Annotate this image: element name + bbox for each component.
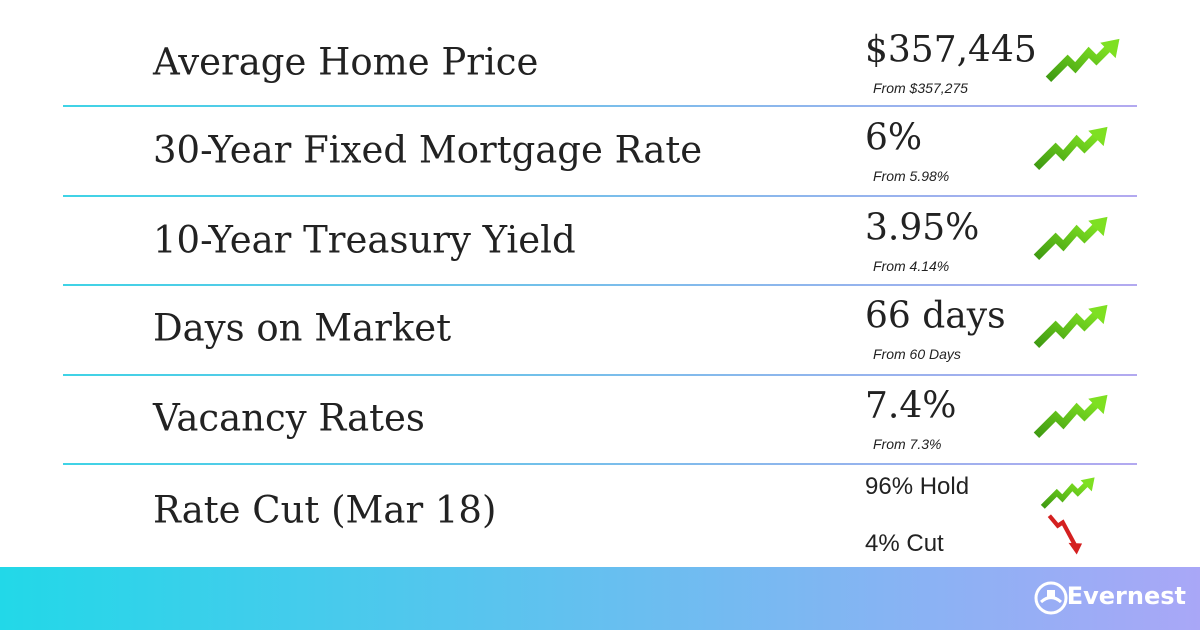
option: 96% Hold [865, 473, 970, 500]
row-from: From 60 Days [873, 346, 961, 362]
row-label: 10-Year Treasury Yield [153, 218, 576, 262]
up-arrow [1044, 37, 1122, 85]
up-arrow [1032, 125, 1110, 173]
option: 4% Cut [865, 530, 944, 557]
separator [63, 195, 1137, 197]
up-arrow [1032, 393, 1110, 441]
row-label: Vacancy Rates [153, 396, 425, 440]
row-label: Average Home Price [153, 40, 539, 84]
up-arrow [1040, 476, 1096, 511]
row-value: 3.95% [865, 207, 980, 249]
row-from: From 7.3% [873, 436, 942, 452]
up-arrow [1032, 215, 1110, 263]
separator [63, 463, 1137, 465]
row-label: 30-Year Fixed Mortgage Rate [153, 128, 703, 172]
row-from: From $357,275 [873, 80, 968, 96]
row-from: From 5.98% [873, 168, 950, 184]
brand: Evernest [1066, 582, 1186, 610]
row-value: 7.4% [865, 385, 957, 427]
row-value: 66 days [865, 295, 1006, 337]
row-label: Days on Market [153, 306, 452, 350]
separator [63, 105, 1137, 107]
row-value: $357,445 [865, 29, 1037, 71]
row-from: From 4.14% [873, 258, 950, 274]
row-label: Rate Cut (Mar 18) [153, 488, 497, 532]
footer: Evernest [0, 567, 1200, 630]
up-arrow [1032, 303, 1110, 351]
separator [63, 374, 1137, 376]
down-arrow [1046, 514, 1088, 556]
separator [63, 284, 1137, 286]
row-value: 6% [865, 117, 923, 159]
logo-icon [1034, 581, 1068, 615]
